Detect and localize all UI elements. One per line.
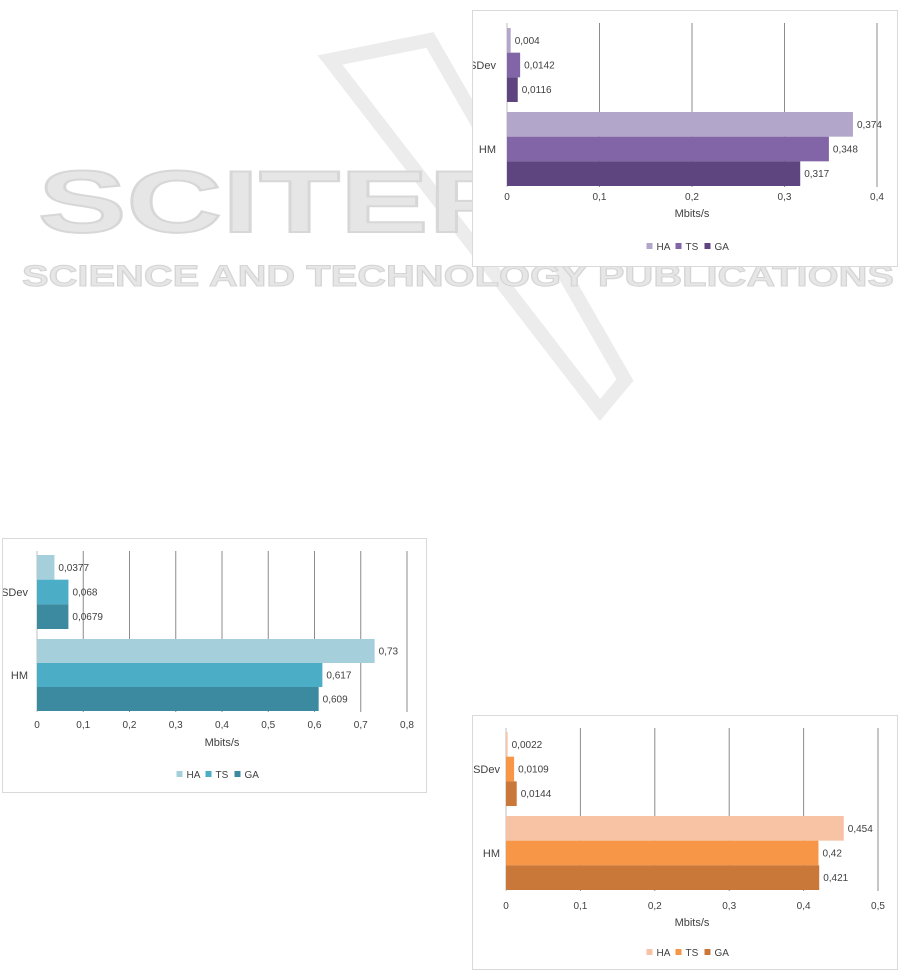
category-label: SDev bbox=[473, 764, 500, 776]
chart-orange-svg: 0 0,1 0,2 0,3 0,4 0,5 SDev 0,0022 0,0109 0,0144 HM… bbox=[473, 728, 885, 959]
x-tick-label: 0 bbox=[503, 901, 509, 912]
bar bbox=[506, 781, 517, 806]
data-label: 0,0144 bbox=[521, 789, 552, 800]
x-axis-title: Mbits/s bbox=[675, 208, 710, 220]
data-label: 0,348 bbox=[833, 145, 858, 156]
bar bbox=[507, 77, 518, 102]
data-label: 0,004 bbox=[515, 36, 540, 47]
x-tick-label: 0,5 bbox=[871, 901, 885, 912]
data-label: 0,0377 bbox=[58, 563, 89, 574]
bar bbox=[37, 663, 323, 687]
chart-purple-svg: 0 0,1 0,2 0,3 0,4 SDev 0,004 0,0142 0,0116 HM 0,37… bbox=[473, 23, 884, 253]
data-label: 0,0109 bbox=[518, 765, 549, 776]
bar bbox=[507, 52, 521, 78]
x-tick-label: 0,2 bbox=[685, 192, 699, 203]
legend-swatch bbox=[646, 949, 653, 955]
x-tick-label: 0,1 bbox=[573, 901, 587, 912]
legend-swatch bbox=[176, 771, 183, 777]
bar bbox=[507, 161, 801, 186]
chart-blue: 0 0,1 0,2 0,3 0,4 0,5 0,6 0,7 0,8 SDev 0,0377 0,068… bbox=[2, 538, 427, 793]
bar bbox=[506, 756, 515, 782]
legend-label: GA bbox=[715, 242, 730, 253]
legend-label: TS bbox=[216, 770, 229, 781]
legend-label: GA bbox=[245, 770, 260, 781]
legend-swatch bbox=[675, 243, 682, 249]
bar bbox=[507, 136, 829, 162]
x-tick-label: 0,2 bbox=[123, 720, 137, 731]
x-tick-label: 0,5 bbox=[261, 720, 275, 731]
chart-orange: 0 0,1 0,2 0,3 0,4 0,5 SDev 0,0022 0,0109 0,0144 HM… bbox=[472, 715, 898, 970]
data-label: 0,374 bbox=[857, 120, 882, 131]
x-tick-label: 0 bbox=[504, 192, 510, 203]
data-label: 0,0142 bbox=[524, 61, 555, 72]
x-tick-label: 0,1 bbox=[593, 192, 607, 203]
bar bbox=[506, 865, 820, 890]
bar bbox=[37, 555, 55, 580]
legend-swatch bbox=[704, 949, 711, 955]
legend-label: TS bbox=[686, 242, 699, 253]
bar bbox=[507, 112, 853, 137]
bar bbox=[37, 579, 69, 605]
bar bbox=[37, 687, 319, 711]
data-label: 0,609 bbox=[323, 695, 348, 706]
x-tick-label: 0,4 bbox=[870, 192, 884, 203]
data-label: 0,454 bbox=[848, 824, 873, 835]
x-tick-label: 0,3 bbox=[169, 720, 183, 731]
x-axis-title: Mbits/s bbox=[205, 737, 240, 749]
legend-swatch bbox=[205, 771, 212, 777]
bar bbox=[506, 816, 844, 841]
category-label: SDev bbox=[3, 587, 28, 599]
legend-swatch bbox=[646, 243, 653, 249]
chart-blue-svg: 0 0,1 0,2 0,3 0,4 0,5 0,6 0,7 0,8 SDev 0,0377 0,068… bbox=[3, 551, 414, 781]
chart-purple: 0 0,1 0,2 0,3 0,4 SDev 0,004 0,0142 0,0116 HM 0,37… bbox=[472, 10, 898, 267]
x-tick-label: 0,4 bbox=[797, 901, 811, 912]
x-tick-label: 0,2 bbox=[648, 901, 662, 912]
legend-label: GA bbox=[715, 948, 730, 959]
data-label: 0,0679 bbox=[72, 612, 103, 623]
data-label: 0,0116 bbox=[522, 85, 552, 96]
legend-label: HA bbox=[187, 770, 201, 781]
legend-swatch bbox=[234, 771, 241, 777]
legend-swatch bbox=[675, 949, 682, 955]
category-label: SDev bbox=[473, 60, 496, 72]
x-tick-label: 0,7 bbox=[354, 720, 368, 731]
data-label: 0,068 bbox=[72, 588, 97, 599]
bar bbox=[37, 639, 375, 663]
x-tick-label: 0 bbox=[34, 720, 40, 731]
data-label: 0,317 bbox=[804, 169, 829, 180]
data-label: 0,73 bbox=[379, 647, 399, 658]
data-label: 0,0022 bbox=[512, 740, 543, 751]
data-label: 0,42 bbox=[822, 849, 842, 860]
legend-label: HA bbox=[657, 242, 671, 253]
data-label: 0,421 bbox=[823, 873, 848, 884]
x-tick-label: 0,1 bbox=[76, 720, 90, 731]
category-label: HM bbox=[479, 144, 496, 156]
bar bbox=[37, 604, 69, 629]
x-tick-label: 0,3 bbox=[778, 192, 792, 203]
x-axis-title: Mbits/s bbox=[675, 917, 710, 929]
x-tick-label: 0,8 bbox=[400, 720, 414, 731]
legend-label: HA bbox=[657, 948, 671, 959]
x-tick-label: 0,6 bbox=[308, 720, 322, 731]
x-tick-label: 0,3 bbox=[722, 901, 736, 912]
data-label: 0,617 bbox=[326, 671, 351, 682]
bar bbox=[506, 840, 819, 866]
category-label: HM bbox=[11, 670, 28, 682]
bar bbox=[506, 732, 508, 757]
legend-swatch bbox=[704, 243, 711, 249]
x-tick-label: 0,4 bbox=[215, 720, 229, 731]
bar bbox=[507, 28, 511, 53]
legend-label: TS bbox=[686, 948, 699, 959]
category-label: HM bbox=[483, 848, 500, 860]
